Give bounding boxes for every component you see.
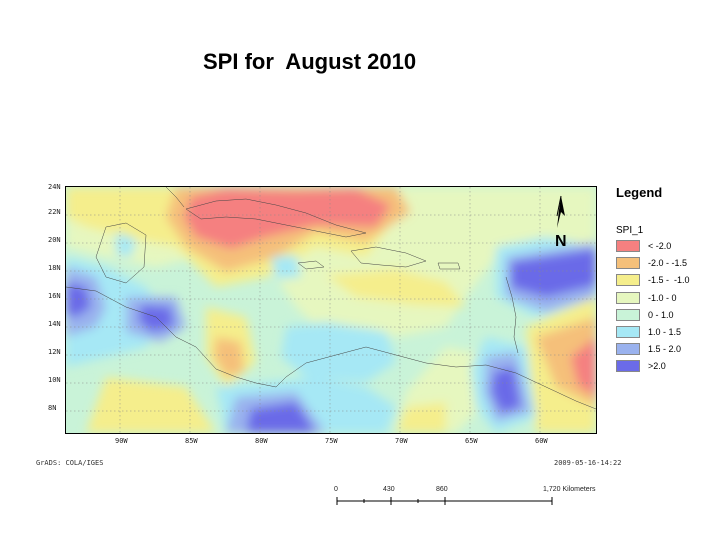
lat-label: 20N (48, 236, 61, 244)
spi-zone-neg15-neg1 (396, 402, 446, 433)
coastline-cuba (185, 198, 367, 238)
scale-label: 430 (383, 486, 395, 493)
lon-label: 80W (255, 437, 268, 445)
coastlines (66, 187, 596, 410)
legend-swatch (616, 240, 640, 252)
spi-zone-gt-2 (138, 305, 174, 332)
coastline-puerto-rico (437, 262, 461, 270)
map-title: SPI for August 2010 (203, 49, 417, 74)
scale-label: 1,720 Kilometers (543, 486, 596, 493)
coastline-hispaniola (350, 246, 427, 268)
north-arrow-icon: N (555, 195, 567, 250)
legend-swatch (616, 343, 640, 356)
lat-label: 10N (48, 376, 61, 384)
legend-label: 0 - 1.0 (648, 309, 674, 320)
lat-label: 24N (48, 183, 61, 191)
lat-label: 14N (48, 320, 61, 328)
legend-swatch (616, 274, 640, 287)
scale-bar (336, 497, 553, 505)
legend-swatch (616, 308, 640, 321)
spi-zone-one-15 (281, 322, 396, 382)
lat-label: 8N (48, 404, 57, 412)
legend-swatch (616, 291, 640, 304)
spi-zone-gt-2 (66, 282, 91, 317)
spi-zone-gt-2 (246, 402, 316, 433)
legend-swatch (616, 326, 640, 338)
legend-layer-name: SPI_1 (616, 225, 644, 236)
north-arrow: N (550, 194, 572, 255)
lat-label: 12N (48, 348, 61, 356)
grads-credit: GrADS: COLA/IGES (36, 459, 104, 467)
spi-zone-neg15-neg1 (326, 269, 466, 307)
lat-label: 22N (48, 208, 61, 216)
coastline-jamaica (297, 260, 325, 270)
scale-label: 860 (436, 486, 448, 493)
spi-zone-neg2-neg15 (214, 337, 244, 377)
lat-label: 16N (48, 292, 61, 300)
lon-label: 85W (185, 437, 198, 445)
legend-swatch (616, 257, 640, 270)
legend-label: -1.5 - -1.0 (648, 275, 690, 286)
spi-zone-one-15 (116, 232, 136, 257)
spi-zone-lt-neg2 (184, 189, 391, 249)
lon-label: 75W (325, 437, 338, 445)
spi-zone-gt-2 (491, 367, 521, 413)
legend-label: < -2.0 (648, 241, 672, 251)
lon-label: 60W (535, 437, 548, 445)
lon-label: 90W (115, 437, 128, 445)
spi-zone-one-15 (271, 255, 301, 279)
map-timestamp: 2009-05-16-14:22 (554, 459, 622, 467)
legend-label: -1.0 - 0 (648, 292, 677, 303)
spi-zone-gt-2 (511, 249, 596, 297)
coastline-central-america (66, 286, 287, 388)
legend-label: -2.0 - -1.5 (648, 258, 688, 269)
legend-title: Legend (616, 185, 663, 200)
coastline-lesser-antilles (505, 276, 519, 354)
legend-label: 1.5 - 2.0 (648, 344, 682, 355)
spi-zone-neg15-neg1 (86, 377, 216, 433)
legend-label: 1.0 - 1.5 (648, 327, 682, 337)
coastline-florida (165, 187, 185, 208)
graticule (66, 187, 596, 433)
coastline-south-america-north (285, 346, 596, 410)
north-arrow-label: N (555, 233, 567, 250)
coastline-yucatan (95, 222, 147, 284)
legend-label: >2.0 (648, 361, 666, 372)
lon-label: 65W (465, 437, 478, 445)
scale-label: 0 (334, 486, 338, 493)
legend-swatch (616, 360, 640, 373)
spi-map[interactable] (65, 186, 597, 434)
spi-zone-lt-neg2 (571, 337, 596, 397)
lon-label: 70W (395, 437, 408, 445)
spi-map-canvas (66, 187, 596, 433)
lat-label: 18N (48, 264, 61, 272)
